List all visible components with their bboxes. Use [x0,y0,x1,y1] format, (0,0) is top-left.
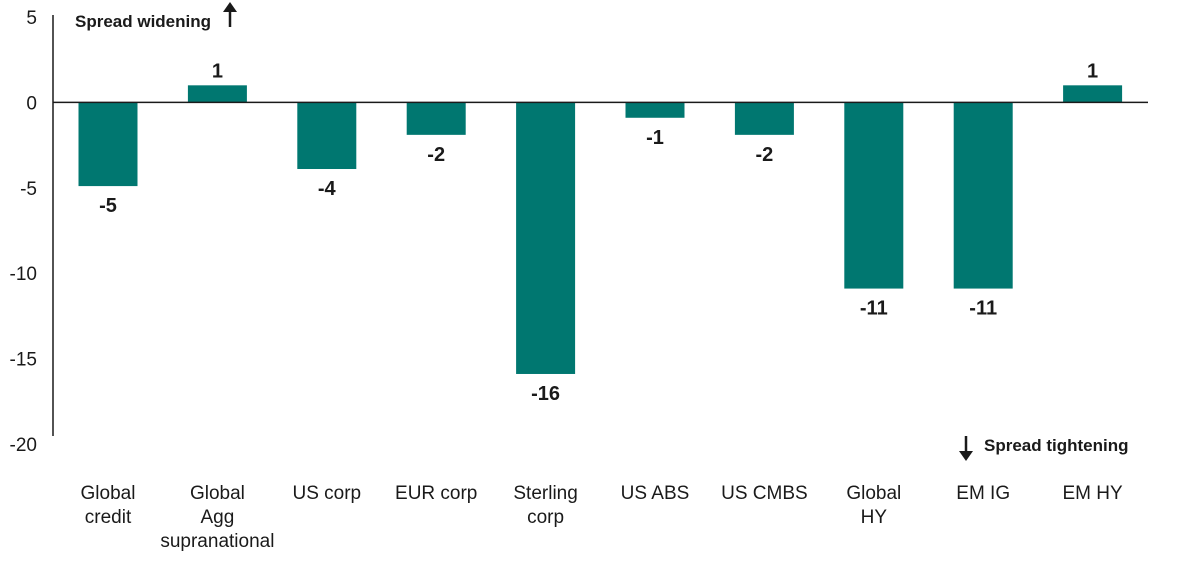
category-label: US ABS [621,483,690,504]
data-label: -11 [969,298,997,320]
bar [78,102,138,187]
bar [625,102,685,118]
y-tick-label: 5 [26,8,37,29]
y-tick-label: -15 [10,350,37,371]
category-label: US CMBS [721,483,808,504]
category-labels: Global credit Global Agg supranational US cor… [81,483,1123,552]
y-tick-label: -5 [20,179,37,200]
category-label: Global HY [846,483,901,528]
data-label: -16 [531,383,560,405]
spread-widening-label: Spread widening [75,12,211,31]
data-label: 1 [212,60,223,82]
data-label: -2 [427,144,445,166]
bar [187,85,247,103]
bar [844,102,904,289]
y-tick-label: -10 [10,264,37,285]
category-label: US corp [292,483,361,504]
category-label: Global credit [81,483,136,528]
bar [734,102,794,135]
annotations: Spread widening Spread tightening [75,2,1129,461]
category-label: Global Agg supranational [160,483,274,552]
data-label: -1 [646,127,664,149]
spread-tightening-label: Spread tightening [984,436,1129,455]
data-label: 1 [1087,60,1098,82]
category-label: EUR corp [395,483,477,504]
data-labels: -5 1 -4 -2 -16 -1 -2 -11 -11 1 [99,60,1098,405]
category-label: EM IG [956,483,1010,504]
category-label: EM HY [1063,483,1124,504]
bar [953,102,1013,289]
data-label: -2 [756,144,774,166]
bar [406,102,466,135]
bar [1063,85,1123,103]
bar [297,102,357,170]
y-tick-label: 0 [26,93,37,114]
data-label: -5 [99,195,117,217]
y-tick-label: -20 [10,435,37,456]
arrow-up-icon [223,2,237,27]
data-label: -4 [318,178,337,200]
bars [78,85,1123,374]
y-axis: 5 0 -5 -10 -15 -20 [10,8,54,456]
arrow-down-icon [959,436,973,461]
data-label: -11 [860,298,888,320]
category-label: Sterling corp [513,483,577,528]
bar [516,102,576,374]
